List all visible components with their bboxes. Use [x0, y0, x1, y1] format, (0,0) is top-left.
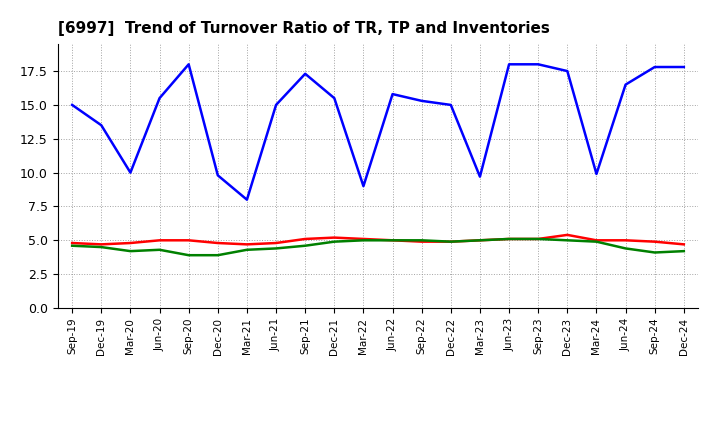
- Inventories: [126, 249, 135, 254]
- Trade Payables: [534, 62, 543, 67]
- Trade Receivables: [126, 240, 135, 246]
- Trade Payables: [97, 123, 106, 128]
- Trade Receivables: [680, 242, 688, 247]
- Inventories: [418, 238, 426, 243]
- Text: [6997]  Trend of Turnover Ratio of TR, TP and Inventories: [6997] Trend of Turnover Ratio of TR, TP…: [58, 21, 549, 36]
- Trade Payables: [418, 98, 426, 103]
- Inventories: [271, 246, 280, 251]
- Inventories: [505, 236, 513, 242]
- Inventories: [621, 246, 630, 251]
- Trade Payables: [271, 102, 280, 107]
- Trade Payables: [156, 95, 164, 101]
- Trade Payables: [301, 71, 310, 77]
- Trade Receivables: [243, 242, 251, 247]
- Inventories: [156, 247, 164, 253]
- Inventories: [680, 249, 688, 254]
- Trade Receivables: [97, 242, 106, 247]
- Trade Payables: [213, 172, 222, 178]
- Inventories: [446, 239, 455, 244]
- Inventories: [592, 239, 600, 244]
- Trade Receivables: [68, 240, 76, 246]
- Trade Payables: [563, 69, 572, 74]
- Inventories: [330, 239, 338, 244]
- Inventories: [184, 253, 193, 258]
- Trade Payables: [68, 102, 76, 107]
- Trade Receivables: [156, 238, 164, 243]
- Trade Receivables: [213, 240, 222, 246]
- Line: Trade Receivables: Trade Receivables: [72, 235, 684, 244]
- Trade Payables: [446, 102, 455, 107]
- Inventories: [388, 238, 397, 243]
- Trade Receivables: [592, 238, 600, 243]
- Inventories: [359, 238, 368, 243]
- Trade Receivables: [476, 238, 485, 243]
- Inventories: [213, 253, 222, 258]
- Inventories: [534, 236, 543, 242]
- Trade Receivables: [650, 239, 659, 244]
- Trade Receivables: [446, 239, 455, 244]
- Trade Receivables: [388, 238, 397, 243]
- Line: Trade Payables: Trade Payables: [72, 64, 684, 200]
- Trade Receivables: [563, 232, 572, 238]
- Trade Payables: [476, 174, 485, 180]
- Trade Payables: [650, 64, 659, 70]
- Inventories: [97, 245, 106, 250]
- Inventories: [301, 243, 310, 248]
- Inventories: [563, 238, 572, 243]
- Line: Inventories: Inventories: [72, 239, 684, 255]
- Inventories: [243, 247, 251, 253]
- Trade Receivables: [534, 236, 543, 242]
- Trade Receivables: [418, 239, 426, 244]
- Trade Payables: [359, 183, 368, 189]
- Trade Payables: [243, 197, 251, 202]
- Trade Receivables: [184, 238, 193, 243]
- Trade Payables: [126, 170, 135, 175]
- Trade Receivables: [330, 235, 338, 240]
- Trade Payables: [330, 95, 338, 101]
- Trade Payables: [592, 171, 600, 176]
- Trade Receivables: [359, 236, 368, 242]
- Trade Receivables: [271, 240, 280, 246]
- Trade Receivables: [301, 236, 310, 242]
- Inventories: [650, 250, 659, 255]
- Trade Payables: [621, 82, 630, 87]
- Trade Payables: [680, 64, 688, 70]
- Trade Receivables: [505, 236, 513, 242]
- Trade Payables: [184, 62, 193, 67]
- Inventories: [68, 243, 76, 248]
- Inventories: [476, 238, 485, 243]
- Trade Payables: [388, 92, 397, 97]
- Trade Payables: [505, 62, 513, 67]
- Trade Receivables: [621, 238, 630, 243]
